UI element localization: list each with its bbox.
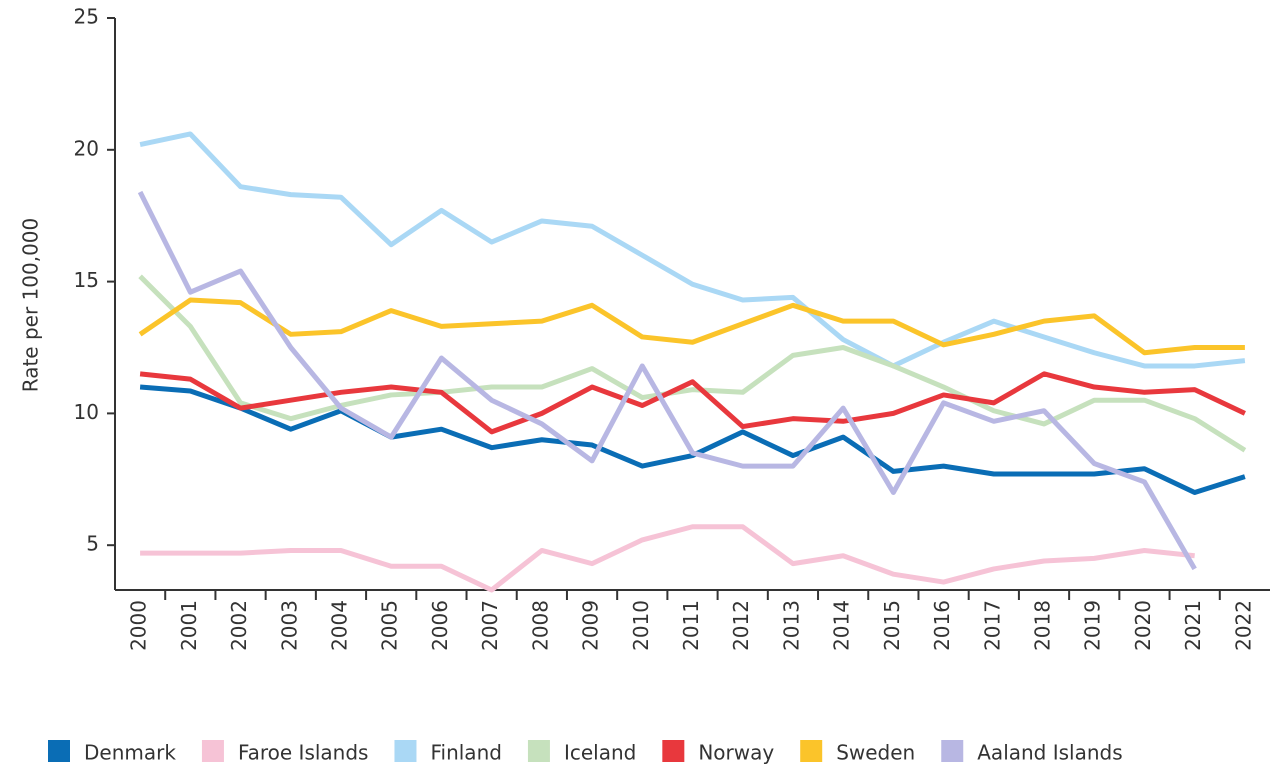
legend-swatch xyxy=(201,740,224,762)
y-tick-label: 20 xyxy=(74,136,99,160)
x-tick-label: 2013 xyxy=(779,600,803,651)
x-tick-label: 2004 xyxy=(327,600,351,651)
x-tick-label: 2014 xyxy=(830,600,854,651)
legend-swatch xyxy=(662,740,685,762)
series-line xyxy=(137,190,1197,571)
y-axis-label: Rate per 100,000 xyxy=(19,218,43,393)
x-tick-label: 2021 xyxy=(1181,600,1205,651)
legend-swatch xyxy=(394,740,417,762)
legend-swatch xyxy=(800,740,823,762)
x-tick-label: 2006 xyxy=(428,600,452,651)
x-tick-label: 2010 xyxy=(629,600,653,651)
x-tick-label: 2001 xyxy=(177,600,201,651)
x-tick-label: 2008 xyxy=(528,600,552,651)
y-tick-label: 10 xyxy=(74,400,99,424)
x-tick-label: 2011 xyxy=(679,600,703,651)
legend-label: Iceland xyxy=(564,741,636,765)
x-tick-label: 2012 xyxy=(729,600,753,651)
y-tick-label: 25 xyxy=(74,5,99,29)
y-tick-label: 5 xyxy=(86,532,99,556)
legend-label: Norway xyxy=(698,741,774,765)
legend-swatch xyxy=(48,740,70,762)
series-line xyxy=(140,524,1195,593)
x-tick-label: 2002 xyxy=(227,600,251,651)
x-tick-label: 2019 xyxy=(1081,600,1105,651)
legend-label: Finland xyxy=(430,741,501,765)
x-tick-label: 2017 xyxy=(980,600,1004,651)
series-line xyxy=(139,371,1246,435)
x-tick-label: 2000 xyxy=(127,600,151,651)
series-line xyxy=(139,384,1246,495)
series-line xyxy=(139,131,1246,369)
legend-label: Faroe Islands xyxy=(238,741,369,765)
x-tick-label: 2003 xyxy=(277,600,301,651)
legend-swatch xyxy=(941,740,964,762)
series-line xyxy=(138,274,1247,453)
x-tick-label: 2007 xyxy=(478,600,502,651)
series-line xyxy=(138,297,1245,356)
legend-label: Sweden xyxy=(836,741,915,765)
legend-swatch xyxy=(527,740,550,762)
x-tick-label: 2005 xyxy=(378,600,402,651)
x-tick-label: 2009 xyxy=(579,600,603,651)
x-tick-label: 2020 xyxy=(1131,600,1155,651)
legend-label: Denmark xyxy=(84,741,176,765)
y-tick-label: 15 xyxy=(74,268,99,292)
x-tick-label: 2015 xyxy=(880,600,904,651)
legend-label: Aaland Islands xyxy=(977,741,1122,765)
x-tick-label: 2022 xyxy=(1231,600,1255,651)
x-tick-label: 2018 xyxy=(1031,600,1055,651)
x-tick-label: 2016 xyxy=(930,600,954,651)
